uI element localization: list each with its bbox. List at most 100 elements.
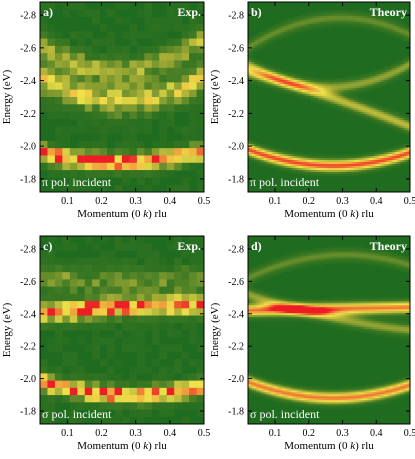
heatmap-cell bbox=[273, 388, 277, 391]
heatmap-cell bbox=[40, 67, 48, 76]
heatmap-cell bbox=[257, 78, 261, 81]
heatmap-cell bbox=[354, 16, 358, 19]
heatmap-cell bbox=[159, 322, 168, 331]
heatmap-cell bbox=[297, 261, 300, 265]
heatmap-cell bbox=[309, 263, 312, 267]
heatmap-cell bbox=[257, 74, 261, 77]
heatmap-cell bbox=[257, 160, 261, 163]
heatmap-cell bbox=[285, 156, 288, 159]
heatmap-cell bbox=[114, 162, 123, 171]
heatmap-cell bbox=[360, 164, 363, 167]
heatmap-cell bbox=[174, 53, 183, 61]
heatmap-cell bbox=[277, 162, 281, 165]
heatmap-cell bbox=[291, 94, 294, 97]
heatmap-cell bbox=[398, 128, 401, 131]
heatmap-cell bbox=[267, 263, 271, 267]
heatmap-cell bbox=[293, 307, 296, 310]
heatmap-cell bbox=[297, 158, 300, 161]
heatmap-cell bbox=[166, 111, 175, 120]
heatmap-cell bbox=[374, 72, 377, 75]
heatmap-cell bbox=[342, 108, 346, 111]
heatmap-cell bbox=[136, 243, 145, 251]
heatmap-cell bbox=[396, 164, 399, 167]
heatmap-cell bbox=[265, 154, 269, 157]
heatmap-cell bbox=[265, 28, 269, 31]
heatmap-cell bbox=[114, 330, 123, 338]
heatmap-cell bbox=[305, 309, 308, 312]
heatmap-cell bbox=[340, 100, 344, 103]
heatmap-cell bbox=[249, 46, 253, 49]
heatmap-cell bbox=[151, 308, 160, 316]
heatmap-cell bbox=[291, 305, 294, 308]
heatmap-cell bbox=[356, 172, 360, 175]
heatmap-cell bbox=[330, 18, 334, 21]
heatmap-cell bbox=[269, 311, 273, 314]
heatmap-cell bbox=[291, 90, 294, 93]
heatmap-cell bbox=[311, 307, 314, 310]
heatmap-cell bbox=[358, 18, 362, 21]
heatmap-cell bbox=[259, 386, 263, 389]
heatmap-cell bbox=[394, 62, 397, 65]
heatmap-cell bbox=[354, 90, 358, 93]
heatmap-cell bbox=[368, 112, 371, 115]
heatmap-cell bbox=[305, 255, 308, 259]
heatmap-cell bbox=[338, 162, 342, 165]
heatmap-cell bbox=[358, 90, 362, 93]
heatmap-cell bbox=[281, 168, 284, 171]
heatmap-cell bbox=[354, 108, 358, 111]
heatmap-cell bbox=[388, 120, 391, 123]
heatmap-cell bbox=[311, 94, 314, 97]
heatmap-cell bbox=[325, 86, 328, 89]
heatmap-cell bbox=[404, 26, 407, 29]
heatmap-cell bbox=[281, 267, 284, 271]
heatmap-cell bbox=[259, 84, 263, 87]
heatmap-cell bbox=[372, 16, 375, 19]
heatmap-cell bbox=[159, 148, 168, 156]
heatmap-cell bbox=[279, 70, 282, 73]
heatmap-cell bbox=[174, 344, 183, 353]
heatmap-cell bbox=[287, 156, 290, 159]
heatmap-cell bbox=[297, 400, 300, 403]
heatmap-cell bbox=[281, 400, 284, 403]
heatmap-cell bbox=[257, 42, 261, 45]
heatmap-cell bbox=[289, 154, 292, 157]
heatmap-cell bbox=[380, 20, 383, 23]
heatmap-cell bbox=[189, 53, 197, 61]
heatmap-cell bbox=[378, 164, 381, 167]
heatmap-cell bbox=[285, 265, 288, 269]
heatmap-cell bbox=[40, 315, 48, 324]
heatmap-cell bbox=[356, 114, 360, 117]
heatmap-cell bbox=[84, 264, 93, 273]
heatmap-cell bbox=[255, 313, 259, 316]
heatmap-cell bbox=[309, 82, 312, 85]
heatmap-cell bbox=[311, 305, 314, 308]
heatmap-cell bbox=[344, 174, 348, 177]
heatmap-cell bbox=[327, 78, 330, 81]
heatmap-cell bbox=[380, 16, 383, 19]
heatmap-cell bbox=[315, 90, 318, 93]
heatmap-cell bbox=[181, 380, 190, 389]
heatmap-cell bbox=[354, 78, 358, 81]
heatmap-cell bbox=[336, 10, 340, 13]
heatmap-cell bbox=[114, 387, 123, 396]
heatmap-cell bbox=[402, 66, 405, 69]
heatmap-cell bbox=[114, 16, 123, 25]
heatmap-cell bbox=[382, 122, 385, 125]
heatmap-cell bbox=[344, 84, 348, 87]
heatmap-cell bbox=[269, 378, 273, 381]
heatmap-cell bbox=[299, 388, 302, 391]
heatmap-cell bbox=[358, 24, 362, 27]
heatmap-cell bbox=[255, 394, 259, 397]
heatmap-cell bbox=[181, 2, 190, 10]
heatmap-cell bbox=[265, 311, 269, 314]
heatmap-cell bbox=[329, 164, 332, 167]
heatmap-cell bbox=[279, 72, 282, 75]
heatmap-cell bbox=[255, 46, 259, 49]
heatmap-cell bbox=[275, 390, 279, 393]
heatmap-cell bbox=[315, 100, 318, 103]
heatmap-cell bbox=[271, 68, 275, 71]
heatmap-cell bbox=[144, 286, 153, 295]
heatmap-cell bbox=[406, 72, 409, 75]
heatmap-cell bbox=[408, 118, 410, 121]
heatmap-cell bbox=[271, 36, 275, 39]
